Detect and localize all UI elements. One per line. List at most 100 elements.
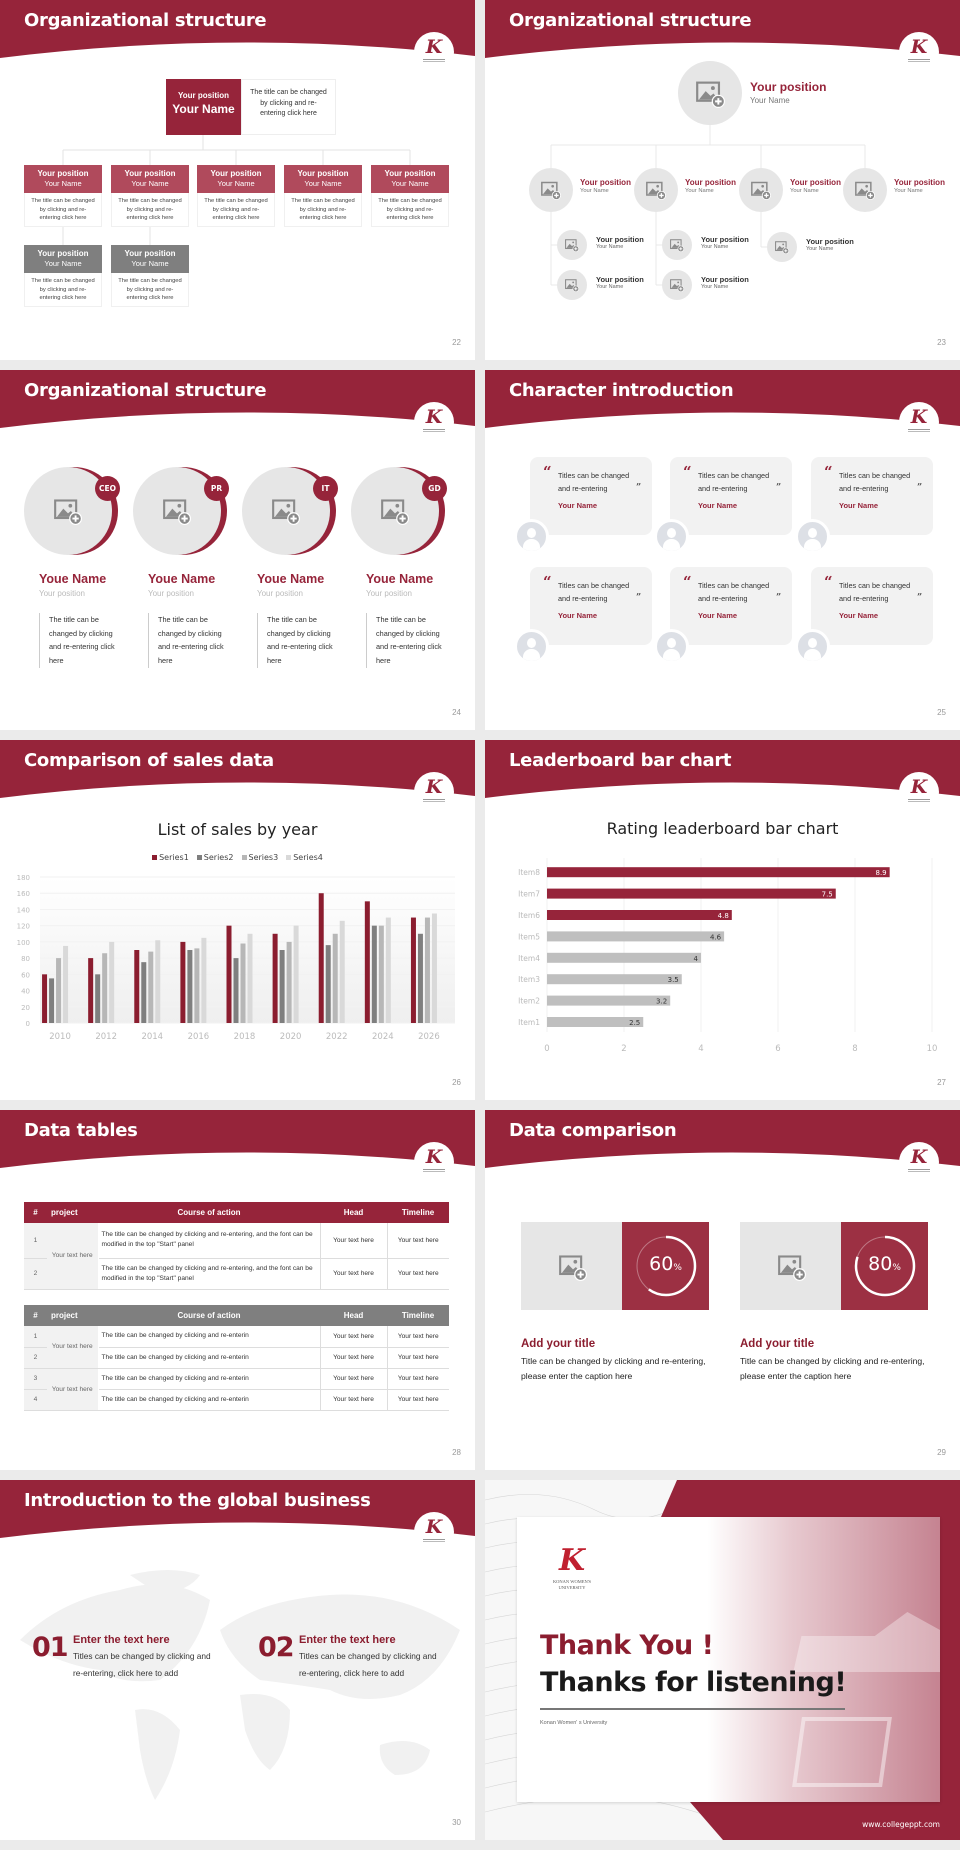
legend-item[interactable]: Series2 bbox=[196, 853, 234, 862]
project-cell[interactable]: Your text here bbox=[47, 1223, 99, 1290]
group-photo-circle[interactable] bbox=[843, 168, 887, 212]
member-description[interactable]: The title can be changed by clicking and… bbox=[284, 193, 362, 227]
timeline-cell[interactable]: Your text here bbox=[386, 1368, 449, 1390]
group-photo-circle[interactable] bbox=[529, 168, 573, 212]
member-card-header[interactable]: Your position Your Name bbox=[111, 245, 189, 273]
image-placeholder-icon[interactable] bbox=[778, 1253, 806, 1281]
member-description[interactable]: The title can be changed by clicking and… bbox=[111, 193, 189, 227]
avatar[interactable] bbox=[795, 629, 830, 664]
table-row[interactable]: 4 The title can be changed by clicking an… bbox=[24, 1389, 449, 1411]
legend-item[interactable]: Series1 bbox=[152, 853, 189, 862]
legend-item[interactable]: Series3 bbox=[241, 853, 278, 862]
avatar[interactable] bbox=[654, 629, 689, 664]
slide-27-leaderboard[interactable]: Leaderboard bar chart K 27 Rating leaderboa… bbox=[485, 740, 960, 1100]
avatar[interactable] bbox=[514, 519, 549, 554]
child-photo-circle[interactable] bbox=[662, 270, 692, 300]
image-placeholder-icon[interactable] bbox=[565, 238, 579, 252]
member-description[interactable]: The title can be changed by clicking and… bbox=[24, 273, 102, 307]
member-card-header[interactable]: Your position Your Name bbox=[24, 165, 102, 193]
project-cell[interactable]: Your text here bbox=[47, 1326, 99, 1369]
image-placeholder-icon[interactable] bbox=[646, 180, 666, 200]
child-photo-circle[interactable] bbox=[767, 232, 797, 262]
action-cell[interactable]: The title can be changed by clicking and… bbox=[98, 1326, 320, 1348]
column-header[interactable]: Timeline bbox=[401, 1311, 435, 1320]
timeline-cell[interactable]: Your text here bbox=[386, 1258, 449, 1290]
image-placeholder-icon[interactable] bbox=[695, 79, 725, 108]
column-header[interactable]: Course of action bbox=[177, 1311, 241, 1320]
top-position-box[interactable]: Your position Your Name bbox=[166, 79, 241, 135]
column-header[interactable]: Course of action bbox=[177, 1208, 241, 1217]
table-row[interactable]: 1 Your text here The title can be changed … bbox=[24, 1223, 449, 1290]
image-placeholder-icon[interactable] bbox=[565, 278, 579, 292]
head-cell[interactable]: Your text here bbox=[319, 1326, 387, 1348]
head-cell[interactable]: Your text here bbox=[319, 1223, 387, 1259]
top-photo-circle[interactable] bbox=[678, 61, 742, 125]
group-photo-circle[interactable] bbox=[739, 168, 783, 212]
avatar[interactable] bbox=[514, 629, 549, 664]
column-header[interactable]: Head bbox=[343, 1311, 364, 1320]
member-card-header[interactable]: Your position Your Name bbox=[371, 165, 449, 193]
image-placeholder[interactable] bbox=[521, 1222, 622, 1310]
member-card-header[interactable]: Your position Your Name bbox=[111, 165, 189, 193]
child-photo-circle[interactable] bbox=[662, 230, 692, 260]
group-photo-circle[interactable] bbox=[634, 168, 678, 212]
legend-item[interactable]: Series4 bbox=[286, 853, 323, 862]
child-photo-circle[interactable] bbox=[557, 230, 587, 260]
timeline-cell[interactable]: Your text here bbox=[386, 1389, 449, 1411]
character-card[interactable]: “ Titles can be changed and re-entering ” Y… bbox=[530, 457, 652, 535]
member-card-header[interactable]: Your position Your Name bbox=[197, 165, 275, 193]
member-description[interactable]: The title can be changed by clicking and… bbox=[257, 613, 333, 668]
timeline-cell[interactable]: Your text here bbox=[386, 1223, 449, 1259]
website-link[interactable]: www.collegeppt.com bbox=[862, 1820, 940, 1829]
slide-26-sales-chart[interactable]: Comparison of sales data K 26 List of sales… bbox=[0, 740, 475, 1100]
table-row[interactable]: 3 Your text here The title can be changed … bbox=[24, 1368, 449, 1411]
slide-29-data-comparison[interactable]: Data comparison K 29 60% Add your title Title… bbox=[485, 1110, 960, 1470]
slide-24-team-roles[interactable]: Organizational structure K 24 CEO Youe Name Y… bbox=[0, 370, 475, 730]
member-description[interactable]: The title can be changed by clicking and… bbox=[111, 273, 189, 307]
image-placeholder-icon[interactable] bbox=[751, 180, 771, 200]
image-placeholder-icon[interactable] bbox=[775, 240, 789, 254]
image-placeholder-icon[interactable] bbox=[272, 497, 300, 525]
timeline-cell[interactable]: Your text here bbox=[386, 1326, 449, 1348]
image-placeholder-icon[interactable] bbox=[670, 278, 684, 292]
avatar[interactable] bbox=[795, 519, 830, 554]
member-card-header[interactable]: Your position Your Name bbox=[284, 165, 362, 193]
column-header[interactable]: # bbox=[33, 1208, 38, 1217]
character-card[interactable]: “ Titles can be changed and re-entering ” Y… bbox=[670, 567, 792, 645]
slide-31-thank-you[interactable]: K KONAN WOMEN'S UNIVERSITY Thank You ! Than… bbox=[485, 1480, 960, 1840]
image-placeholder-icon[interactable] bbox=[541, 180, 561, 200]
table-row[interactable]: 1 Your text here The title can be changed … bbox=[24, 1326, 449, 1369]
column-header[interactable]: project bbox=[51, 1311, 78, 1320]
action-cell[interactable]: The title can be changed by clicking and… bbox=[98, 1347, 320, 1369]
table-row[interactable]: 2 The title can be changed by clicking an… bbox=[24, 1347, 449, 1369]
action-cell[interactable]: The title can be changed by clicking and… bbox=[98, 1389, 320, 1411]
head-cell[interactable]: Your text here bbox=[319, 1347, 387, 1369]
head-cell[interactable]: Your text here bbox=[319, 1368, 387, 1390]
head-cell[interactable]: Your text here bbox=[319, 1389, 387, 1411]
column-header[interactable]: project bbox=[51, 1208, 78, 1217]
member-description[interactable]: The title can be changed by clicking and… bbox=[39, 613, 115, 668]
slide-25-character-intro[interactable]: Character introduction K 25 “ Titles can be … bbox=[485, 370, 960, 730]
image-placeholder[interactable] bbox=[740, 1222, 841, 1310]
column-header[interactable]: Timeline bbox=[401, 1208, 435, 1217]
member-description[interactable]: The title can be changed by clicking and… bbox=[366, 613, 442, 668]
avatar[interactable] bbox=[654, 519, 689, 554]
slide-28-data-tables[interactable]: Data tables K 28 # project Course of action He… bbox=[0, 1110, 475, 1470]
member-description[interactable]: The title can be changed by clicking and… bbox=[24, 193, 102, 227]
image-placeholder-icon[interactable] bbox=[855, 180, 875, 200]
member-description[interactable]: The title can be changed by clicking and… bbox=[197, 193, 275, 227]
action-cell[interactable]: The title can be changed by clicking and… bbox=[98, 1223, 320, 1259]
action-cell[interactable]: The title can be changed by clicking and… bbox=[98, 1368, 320, 1390]
member-description[interactable]: The title can be changed by clicking and… bbox=[371, 193, 449, 227]
slide-22-org-chart[interactable]: Organizational structure K 22 Your position… bbox=[0, 0, 475, 360]
project-cell[interactable]: Your text here bbox=[47, 1368, 99, 1411]
top-description[interactable]: The title can be changed by clicking and… bbox=[241, 79, 336, 135]
column-header[interactable]: Head bbox=[343, 1208, 364, 1217]
slide-23-org-circles[interactable]: Organizational structure K 23 Your position… bbox=[485, 0, 960, 360]
image-placeholder-icon[interactable] bbox=[54, 497, 83, 525]
character-card[interactable]: “ Titles can be changed and re-entering ” Y… bbox=[811, 457, 933, 535]
image-placeholder-icon[interactable] bbox=[670, 238, 684, 252]
column-header[interactable]: # bbox=[33, 1311, 38, 1320]
image-placeholder-icon[interactable] bbox=[559, 1253, 587, 1281]
timeline-cell[interactable]: Your text here bbox=[386, 1347, 449, 1369]
